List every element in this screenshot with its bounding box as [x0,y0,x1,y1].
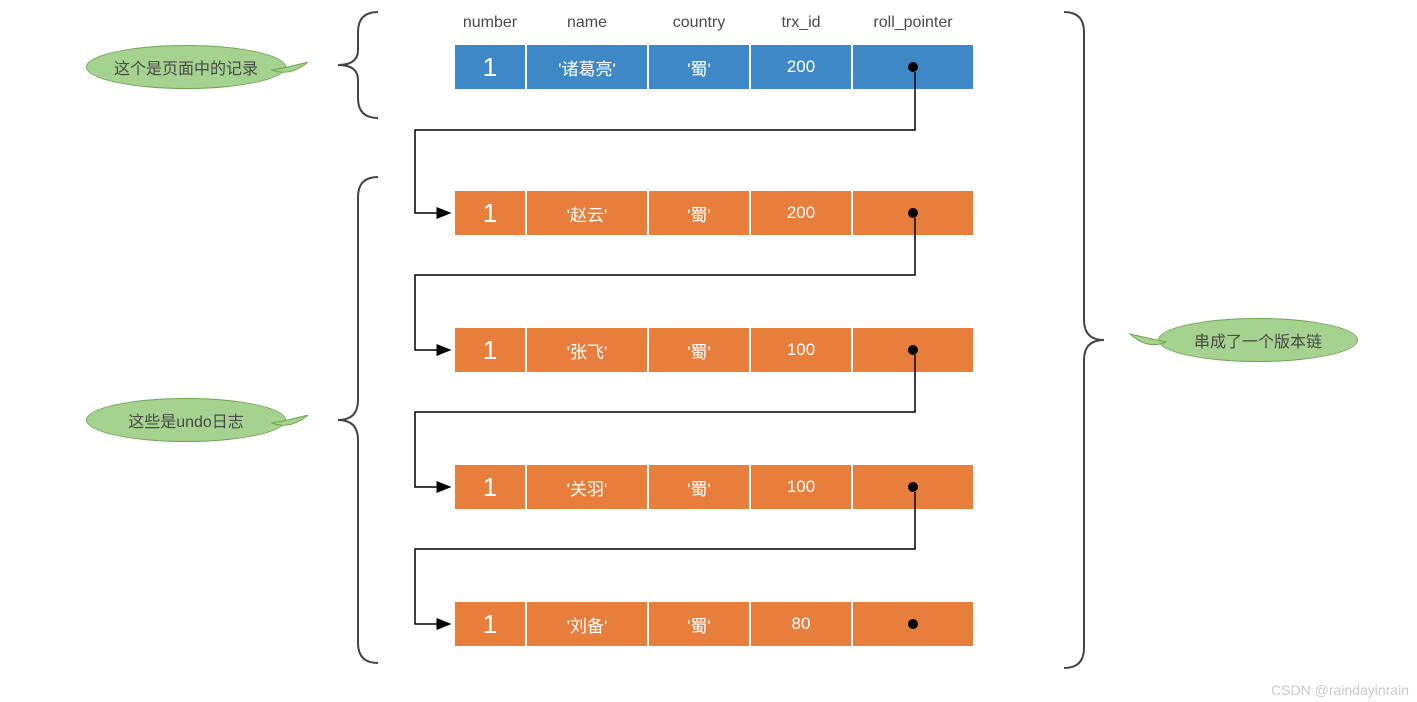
bracket-mid-left [330,175,380,665]
roll-pointer-dot [908,482,918,492]
callout-tail-icon [270,62,310,92]
undo-record-row: 1 '赵云' '蜀' 200 [454,190,974,236]
cell-roll-pointer [852,327,974,373]
callout-version-chain-text: 串成了一个版本链 [1194,328,1322,352]
roll-pointer-dot [908,345,918,355]
cell-trx-id: 100 [750,327,852,373]
cell-trx-id: 100 [750,464,852,510]
cell-name: '刘备' [526,601,648,647]
callout-undo-log-text: 这些是undo日志 [128,408,244,432]
header-number: number [454,14,526,32]
page-record-row: 1 '诸葛亮' '蜀' 200 [454,44,974,90]
cell-roll-pointer [852,44,974,90]
callout-version-chain: 串成了一个版本链 [1158,318,1358,362]
callout-page-record: 这个是页面中的记录 [86,45,286,89]
undo-record-row: 1 '刘备' '蜀' 80 [454,601,974,647]
undo-record-row: 1 '关羽' '蜀' 100 [454,464,974,510]
cell-trx-id: 200 [750,190,852,236]
cell-country: '蜀' [648,190,750,236]
cell-country: '蜀' [648,601,750,647]
header-trx-id: trx_id [750,14,852,32]
column-headers: number name country trx_id roll_pointer [454,14,974,32]
cell-trx-id: 80 [750,601,852,647]
cell-number: 1 [454,44,526,90]
cell-number: 1 [454,327,526,373]
cell-roll-pointer [852,190,974,236]
cell-name: '赵云' [526,190,648,236]
callout-page-record-text: 这个是页面中的记录 [114,55,258,79]
bracket-right [1062,10,1112,670]
callout-tail-icon [1128,330,1168,360]
watermark: CSDN @raindayinrain [1271,682,1409,698]
roll-pointer-dot [908,619,918,629]
cell-country: '蜀' [648,327,750,373]
undo-record-row: 1 '张飞' '蜀' 100 [454,327,974,373]
cell-number: 1 [454,601,526,647]
cell-country: '蜀' [648,44,750,90]
cell-name: '诸葛亮' [526,44,648,90]
cell-country: '蜀' [648,464,750,510]
callout-tail-icon [270,415,310,445]
callout-undo-log: 这些是undo日志 [86,398,286,442]
header-roll-pointer: roll_pointer [852,14,974,32]
cell-number: 1 [454,190,526,236]
roll-pointer-dot [908,208,918,218]
cell-trx-id: 200 [750,44,852,90]
cell-number: 1 [454,464,526,510]
cell-name: '张飞' [526,327,648,373]
cell-name: '关羽' [526,464,648,510]
roll-pointer-dot [908,62,918,72]
header-name: name [526,14,648,32]
bracket-top-left [330,10,380,120]
cell-roll-pointer [852,601,974,647]
cell-roll-pointer [852,464,974,510]
header-country: country [648,14,750,32]
